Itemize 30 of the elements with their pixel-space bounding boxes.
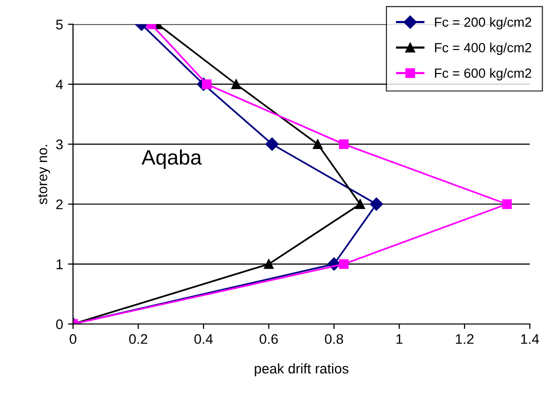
point xyxy=(265,138,279,151)
y-tick-label: 1 xyxy=(56,260,63,270)
y-tick-label: 2 xyxy=(56,199,63,210)
x-tick-label: 0.6 xyxy=(260,334,278,344)
y-axis-title: storey no. xyxy=(38,144,50,204)
point xyxy=(502,199,512,209)
y-tick-label: 4 xyxy=(56,80,63,90)
legend-label: Fc = 200 kg/cm2 xyxy=(435,17,532,30)
legend-label: Fc = 400 kg/cm2 xyxy=(435,42,532,55)
x-tick-label: 0.4 xyxy=(194,334,213,344)
y-tick-label: 5 xyxy=(56,20,63,30)
x-tick-label: 1 xyxy=(396,334,402,344)
x-tick-label: 0.8 xyxy=(324,334,344,344)
point xyxy=(338,139,349,150)
point xyxy=(231,79,242,90)
legend-label: Fc = 600 kg/cm2 xyxy=(435,68,532,80)
x-tick-label: 0 xyxy=(70,334,76,344)
point xyxy=(202,79,212,90)
x-tick-label: 0.2 xyxy=(129,334,148,344)
x-tick-label: 1.4 xyxy=(521,334,540,344)
y-tick-label: 3 xyxy=(56,140,63,150)
x-axis-title: peak drift ratios xyxy=(254,363,348,376)
point xyxy=(264,259,274,269)
y-tick-label: 0 xyxy=(56,319,63,330)
annotation: Aqaba xyxy=(142,149,202,169)
point xyxy=(355,199,365,209)
point xyxy=(370,198,384,211)
point xyxy=(312,139,323,150)
x-tick-label: 1.2 xyxy=(456,334,474,344)
point xyxy=(338,259,349,269)
